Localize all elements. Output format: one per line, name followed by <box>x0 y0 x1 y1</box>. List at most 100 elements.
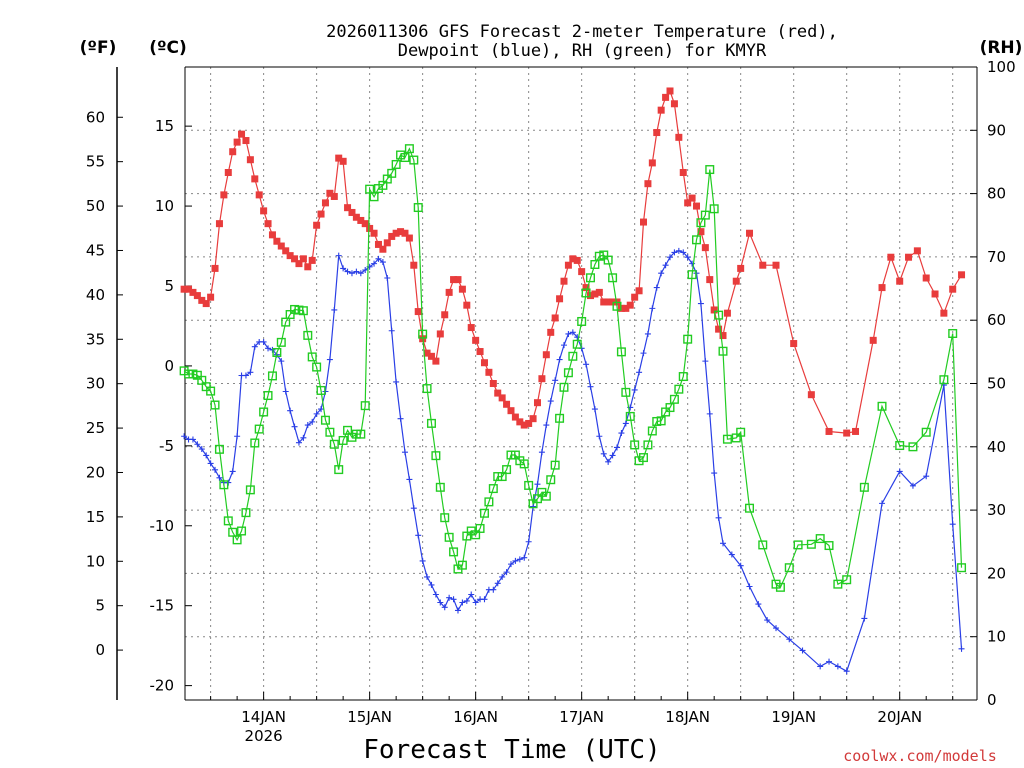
rh-point <box>223 516 233 526</box>
x-tick-label: 18JAN <box>665 708 710 726</box>
dewpoint-point <box>441 604 448 611</box>
rh-axis-unit: (RH) <box>980 38 1023 58</box>
temperature-point <box>264 220 272 228</box>
temperature-point <box>710 306 718 314</box>
dewpoint-point <box>552 377 559 384</box>
rh-point <box>656 416 666 426</box>
dewpoint-point <box>437 599 444 606</box>
dewpoint-point <box>287 407 294 414</box>
temperature-point <box>931 290 939 298</box>
dewpoint-point <box>702 358 709 365</box>
temperature-point <box>454 276 462 284</box>
temperature-point <box>193 292 201 300</box>
rh-point <box>479 508 489 518</box>
temperature-point <box>706 276 714 284</box>
dewpoint-point <box>507 561 514 568</box>
rh-point <box>705 165 715 175</box>
temperature-point <box>330 192 338 200</box>
celsius-tick-label: -5 <box>159 437 174 455</box>
temperature-point <box>202 300 210 308</box>
temperature-point <box>344 204 352 212</box>
dewpoint-point <box>591 406 598 413</box>
dewpoint-point <box>375 255 382 262</box>
x-tick-label: 17JAN <box>559 708 604 726</box>
rh-point <box>219 480 229 490</box>
rh-point <box>435 482 445 492</box>
temperature-point <box>843 429 851 437</box>
rh-point <box>418 329 428 339</box>
rh-point <box>639 453 649 463</box>
temperature-point <box>450 276 458 284</box>
rh-tick-label: 80 <box>987 185 1006 203</box>
dewpoint-point <box>583 361 590 368</box>
rh-point <box>714 310 724 320</box>
rh-point <box>859 482 869 492</box>
dewpoint-point <box>799 647 806 654</box>
dewpoint-point <box>879 500 886 507</box>
rh-point <box>555 413 565 423</box>
temperature-point <box>556 295 564 303</box>
dewpoint-point <box>468 591 475 598</box>
temperature-point <box>326 189 334 197</box>
rh-tick-label: 50 <box>987 375 1006 393</box>
rh-point <box>303 330 313 340</box>
dewpoint-point <box>711 470 718 477</box>
rh-point <box>877 401 887 411</box>
dewpoint-point <box>614 444 620 451</box>
rh-point <box>939 375 949 385</box>
temperature-point <box>335 154 343 162</box>
fahrenheit-tick-label: 20 <box>86 463 105 481</box>
rh-point <box>444 532 454 542</box>
dewpoint-point <box>525 538 532 545</box>
temperature-point <box>715 325 723 333</box>
dewpoint-point <box>300 434 307 441</box>
dewpoint-point <box>401 449 408 456</box>
temperature-point <box>436 330 444 338</box>
dewpoint-point <box>671 249 678 256</box>
dewpoint-point <box>516 556 523 563</box>
temperature-point <box>896 277 904 285</box>
temperature-point <box>746 229 754 237</box>
temperature-point <box>348 208 356 216</box>
temperature-point <box>684 199 692 207</box>
temperature-point <box>670 100 678 108</box>
temperature-point <box>458 285 466 293</box>
dewpoint-point <box>481 596 488 603</box>
dewpoint-point <box>596 433 603 440</box>
temperature-point <box>790 340 798 348</box>
dewpoint-point <box>229 468 236 475</box>
temperature-point <box>432 357 440 365</box>
temperature-point <box>626 301 634 309</box>
dewpoint-point <box>203 452 210 459</box>
dewpoint-point <box>697 300 704 307</box>
temperature-point <box>520 421 528 429</box>
rh-point <box>775 582 785 592</box>
temperature-point <box>414 308 422 316</box>
dewpoint-point <box>534 481 541 488</box>
dewpoint-point <box>291 423 298 430</box>
temperature-point <box>525 419 533 427</box>
dewpoint-point <box>649 305 656 312</box>
temperature-point <box>224 169 232 176</box>
dewpoint-point <box>958 645 965 652</box>
temperature-point <box>383 239 391 247</box>
temperature-point <box>467 324 475 332</box>
temperature-point <box>560 277 568 285</box>
rh-line <box>183 147 963 589</box>
dewpoint-point <box>667 254 674 261</box>
rh-point <box>577 316 587 326</box>
temperature-point <box>591 290 599 298</box>
temperature-point <box>542 351 550 359</box>
x-tick-sublabel: 2026 <box>245 727 283 745</box>
temperature-point <box>772 261 780 269</box>
dewpoint-point <box>764 617 771 624</box>
dewpoint-point <box>662 262 669 269</box>
rh-point <box>736 427 746 437</box>
temperature-point <box>317 210 325 218</box>
celsius-tick-label: -10 <box>150 517 175 535</box>
temperature-point <box>604 298 612 306</box>
dewpoint-point <box>609 452 616 459</box>
dewpoint-point <box>560 342 567 349</box>
fahrenheit-tick-label: 35 <box>86 330 105 348</box>
temperature-point <box>538 375 546 383</box>
